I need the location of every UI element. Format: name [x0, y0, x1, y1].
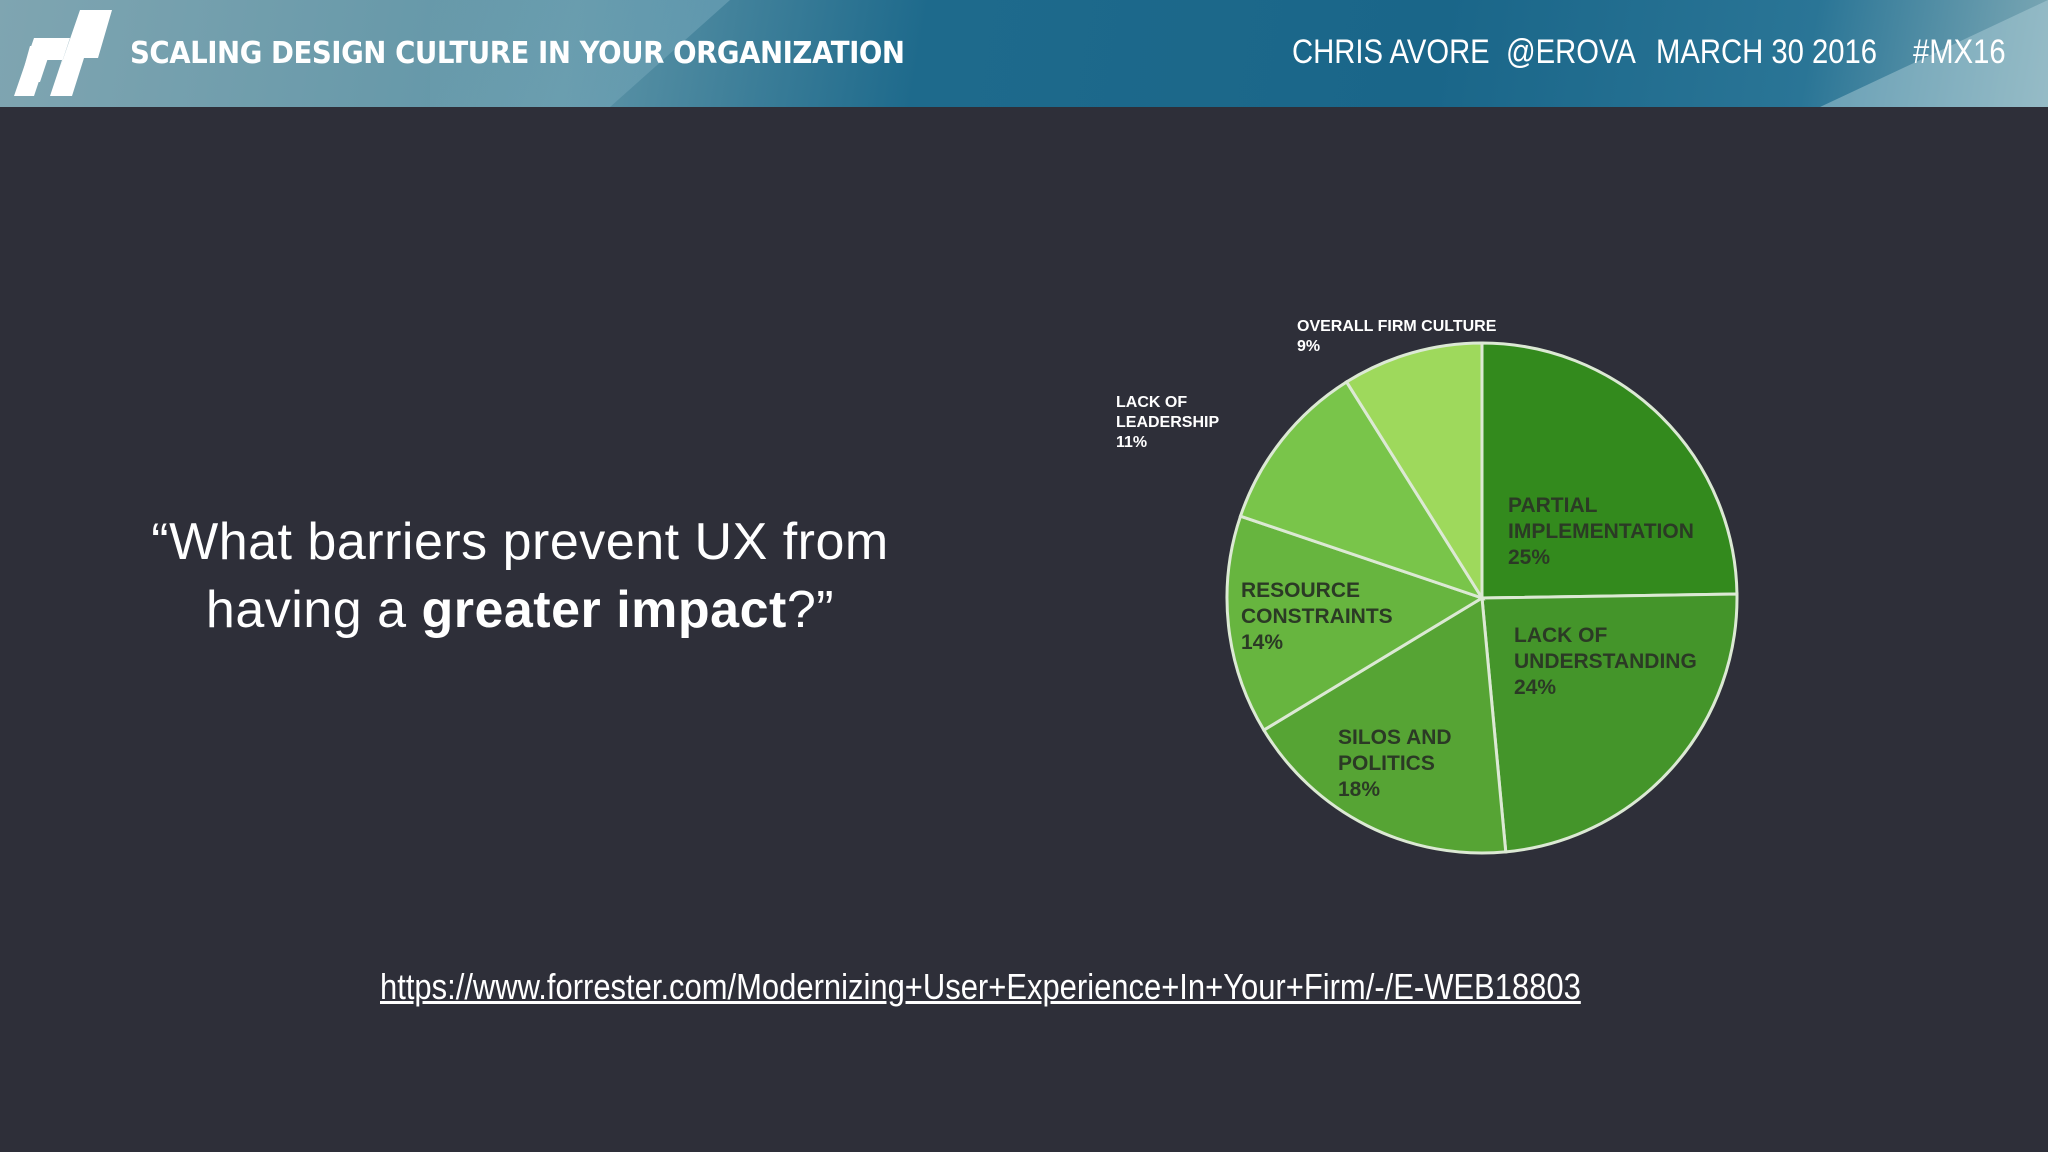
talk-title: SCALING DESIGN CULTURE IN YOUR ORGANIZAT…	[130, 36, 905, 71]
pie-category-label: IMPLEMENTATION	[1508, 520, 1694, 543]
speaker-name: CHRIS AVORE	[1292, 33, 1490, 71]
pie-value-label: 9%	[1297, 338, 1320, 355]
pie-category-label: LEADERSHIP	[1116, 414, 1219, 431]
event-hashtag: #MX16	[1913, 33, 2006, 71]
talk-date: MARCH 30 2016	[1656, 33, 1878, 71]
pie-slice	[1480, 341, 1739, 600]
pie-slice	[1238, 379, 1486, 601]
pie-slice	[1344, 341, 1484, 604]
pie-category-label: POLITICS	[1338, 752, 1435, 775]
pie-value-label: 25%	[1508, 546, 1550, 569]
pie-slice	[1225, 514, 1486, 733]
pie-slice	[1480, 592, 1739, 854]
question-line-1: What barriers prevent UX from	[169, 513, 889, 571]
mx-logo-icon	[14, 10, 112, 96]
pie-value-label: 14%	[1241, 631, 1283, 654]
question-emphasis: greater impact	[421, 581, 787, 639]
slide-header: SCALING DESIGN CULTURE IN YOUR ORGANIZAT…	[0, 0, 2048, 107]
pie-category-label: PARTIAL	[1508, 494, 1598, 517]
source-link[interactable]: https://www.forrester.com/Modernizing+Us…	[380, 966, 1581, 1007]
question-line-2-suffix: ?”	[786, 581, 835, 639]
pie-value-label: 24%	[1514, 676, 1556, 699]
pie-category-label: SILOS AND	[1338, 726, 1452, 749]
pie-category-label: UNDERSTANDING	[1514, 650, 1697, 673]
pie-category-label: LACK OF	[1514, 624, 1607, 647]
pie-slice	[1261, 595, 1508, 855]
speaker-handle: @EROVA	[1506, 33, 1636, 71]
pie-value-label: 18%	[1338, 778, 1380, 801]
question-line-2-prefix: having a	[205, 581, 422, 639]
pie-value-label: 11%	[1116, 434, 1147, 451]
pie-category-label: RESOURCE	[1241, 579, 1360, 602]
pie-category-label: LACK OF	[1116, 394, 1187, 411]
pie-category-label: CONSTRAINTS	[1241, 605, 1393, 628]
pie-category-label: OVERALL FIRM CULTURE	[1297, 318, 1497, 335]
slide-question: “What barriers prevent UX from having a …	[100, 508, 940, 644]
open-quote: “	[151, 513, 170, 571]
